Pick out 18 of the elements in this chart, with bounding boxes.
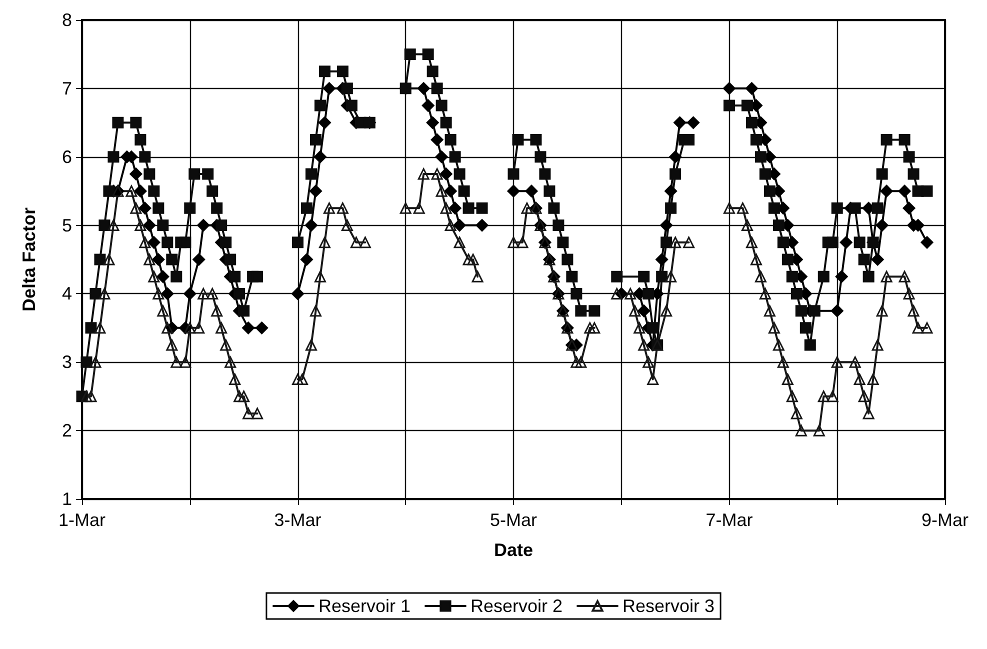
y-tick-label: 6 [62,146,72,167]
y-tick-label: 3 [62,352,72,372]
y-tick-label: 5 [62,215,72,236]
x-axis-title: Date [494,540,534,560]
y-tick-label: 4 [62,284,72,304]
x-tick-label: 5-Mar [490,510,538,530]
y-tick-label: 7 [62,78,72,98]
y-tick-label: 1 [62,489,72,509]
x-tick-label: 1-Mar [58,510,106,530]
legend-label: Reservoir 2 [470,596,563,616]
y-tick-label: 8 [62,10,72,30]
x-tick-label: 7-Mar [706,510,753,530]
legend-label: Reservoir 3 [622,596,715,616]
y-tick-label: 2 [62,420,72,441]
x-tick-label: 3-Mar [274,510,322,530]
y-axis-title: Delta Factor [19,207,39,312]
x-tick-label: 9-Mar [921,510,969,530]
legend-label: Reservoir 1 [318,596,410,616]
